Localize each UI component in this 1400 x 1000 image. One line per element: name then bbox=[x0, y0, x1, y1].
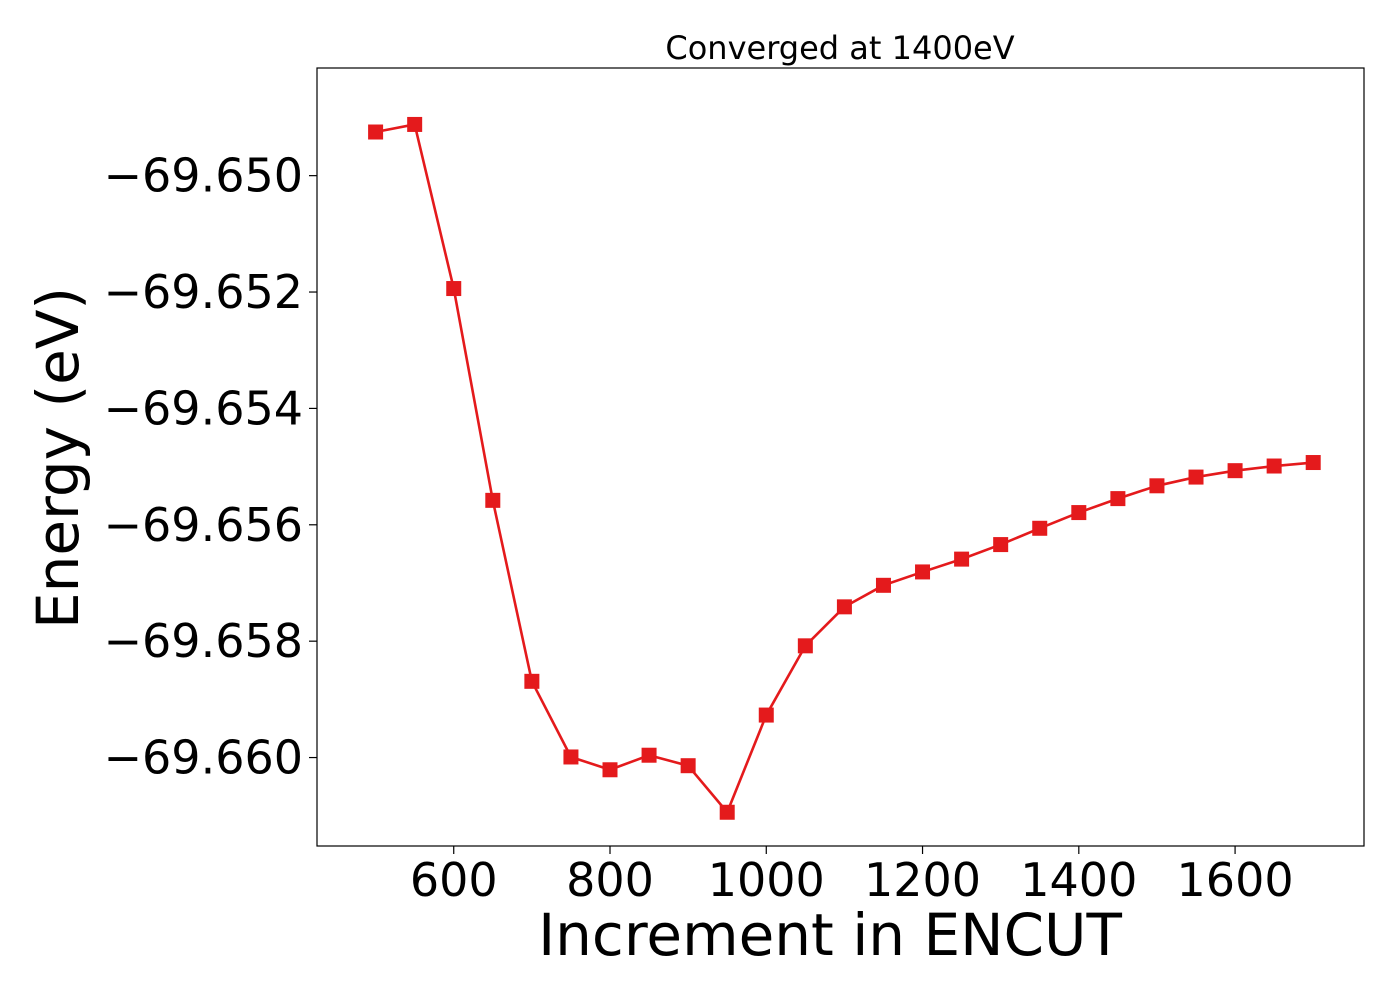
data-point-marker bbox=[1188, 469, 1204, 485]
data-point-marker bbox=[1227, 463, 1243, 479]
y-tick-label: −69.658 bbox=[104, 614, 304, 668]
data-point-marker bbox=[954, 551, 970, 567]
x-tick-label: 1200 bbox=[864, 853, 981, 907]
y-tick-label: −69.660 bbox=[104, 731, 304, 785]
data-point-marker bbox=[602, 762, 618, 778]
data-point-marker bbox=[1266, 458, 1282, 474]
x-tick-label: 1000 bbox=[708, 853, 825, 907]
data-point-marker bbox=[680, 758, 696, 774]
x-tick-label: 600 bbox=[410, 853, 498, 907]
chart-title: Converged at 1400eV bbox=[665, 29, 1014, 67]
data-point-marker bbox=[836, 599, 852, 615]
data-point-marker bbox=[1149, 478, 1165, 494]
data-point-marker bbox=[446, 281, 462, 297]
series-line bbox=[375, 123, 1314, 814]
data-point-marker bbox=[993, 537, 1009, 553]
data-point-marker bbox=[485, 492, 501, 508]
data-point-marker bbox=[1032, 520, 1048, 536]
data-point-marker bbox=[563, 749, 579, 765]
y-tick-label: −69.652 bbox=[104, 265, 304, 319]
data-point-marker bbox=[407, 116, 423, 132]
y-tick-label: −69.656 bbox=[104, 498, 304, 552]
data-point-marker bbox=[1071, 505, 1087, 521]
data-point-marker bbox=[875, 577, 891, 593]
data-point-marker bbox=[368, 124, 384, 140]
y-axis-label: Energy (eV) bbox=[24, 287, 92, 629]
x-tick-label: 1400 bbox=[1020, 853, 1137, 907]
x-tick-label: 1600 bbox=[1177, 853, 1294, 907]
data-point-marker bbox=[1110, 491, 1126, 507]
data-point-marker bbox=[797, 638, 813, 654]
plot-area: 600 800 1000 1200 1400 1600 −69.650 −69.652 −69.… bbox=[104, 67, 1365, 907]
data-point-marker bbox=[1305, 455, 1321, 471]
data-point-marker bbox=[758, 707, 774, 723]
data-point-marker bbox=[641, 747, 657, 763]
x-tick-label: 800 bbox=[566, 853, 654, 907]
data-point-marker bbox=[524, 673, 540, 689]
data-point-marker bbox=[719, 804, 735, 820]
y-tick-label: −69.654 bbox=[104, 381, 304, 435]
data-point-marker bbox=[915, 564, 931, 580]
y-tick-label: −69.650 bbox=[104, 149, 304, 203]
x-axis-label: Increment in ENCUT bbox=[538, 901, 1122, 969]
axes-frame bbox=[316, 67, 1365, 847]
